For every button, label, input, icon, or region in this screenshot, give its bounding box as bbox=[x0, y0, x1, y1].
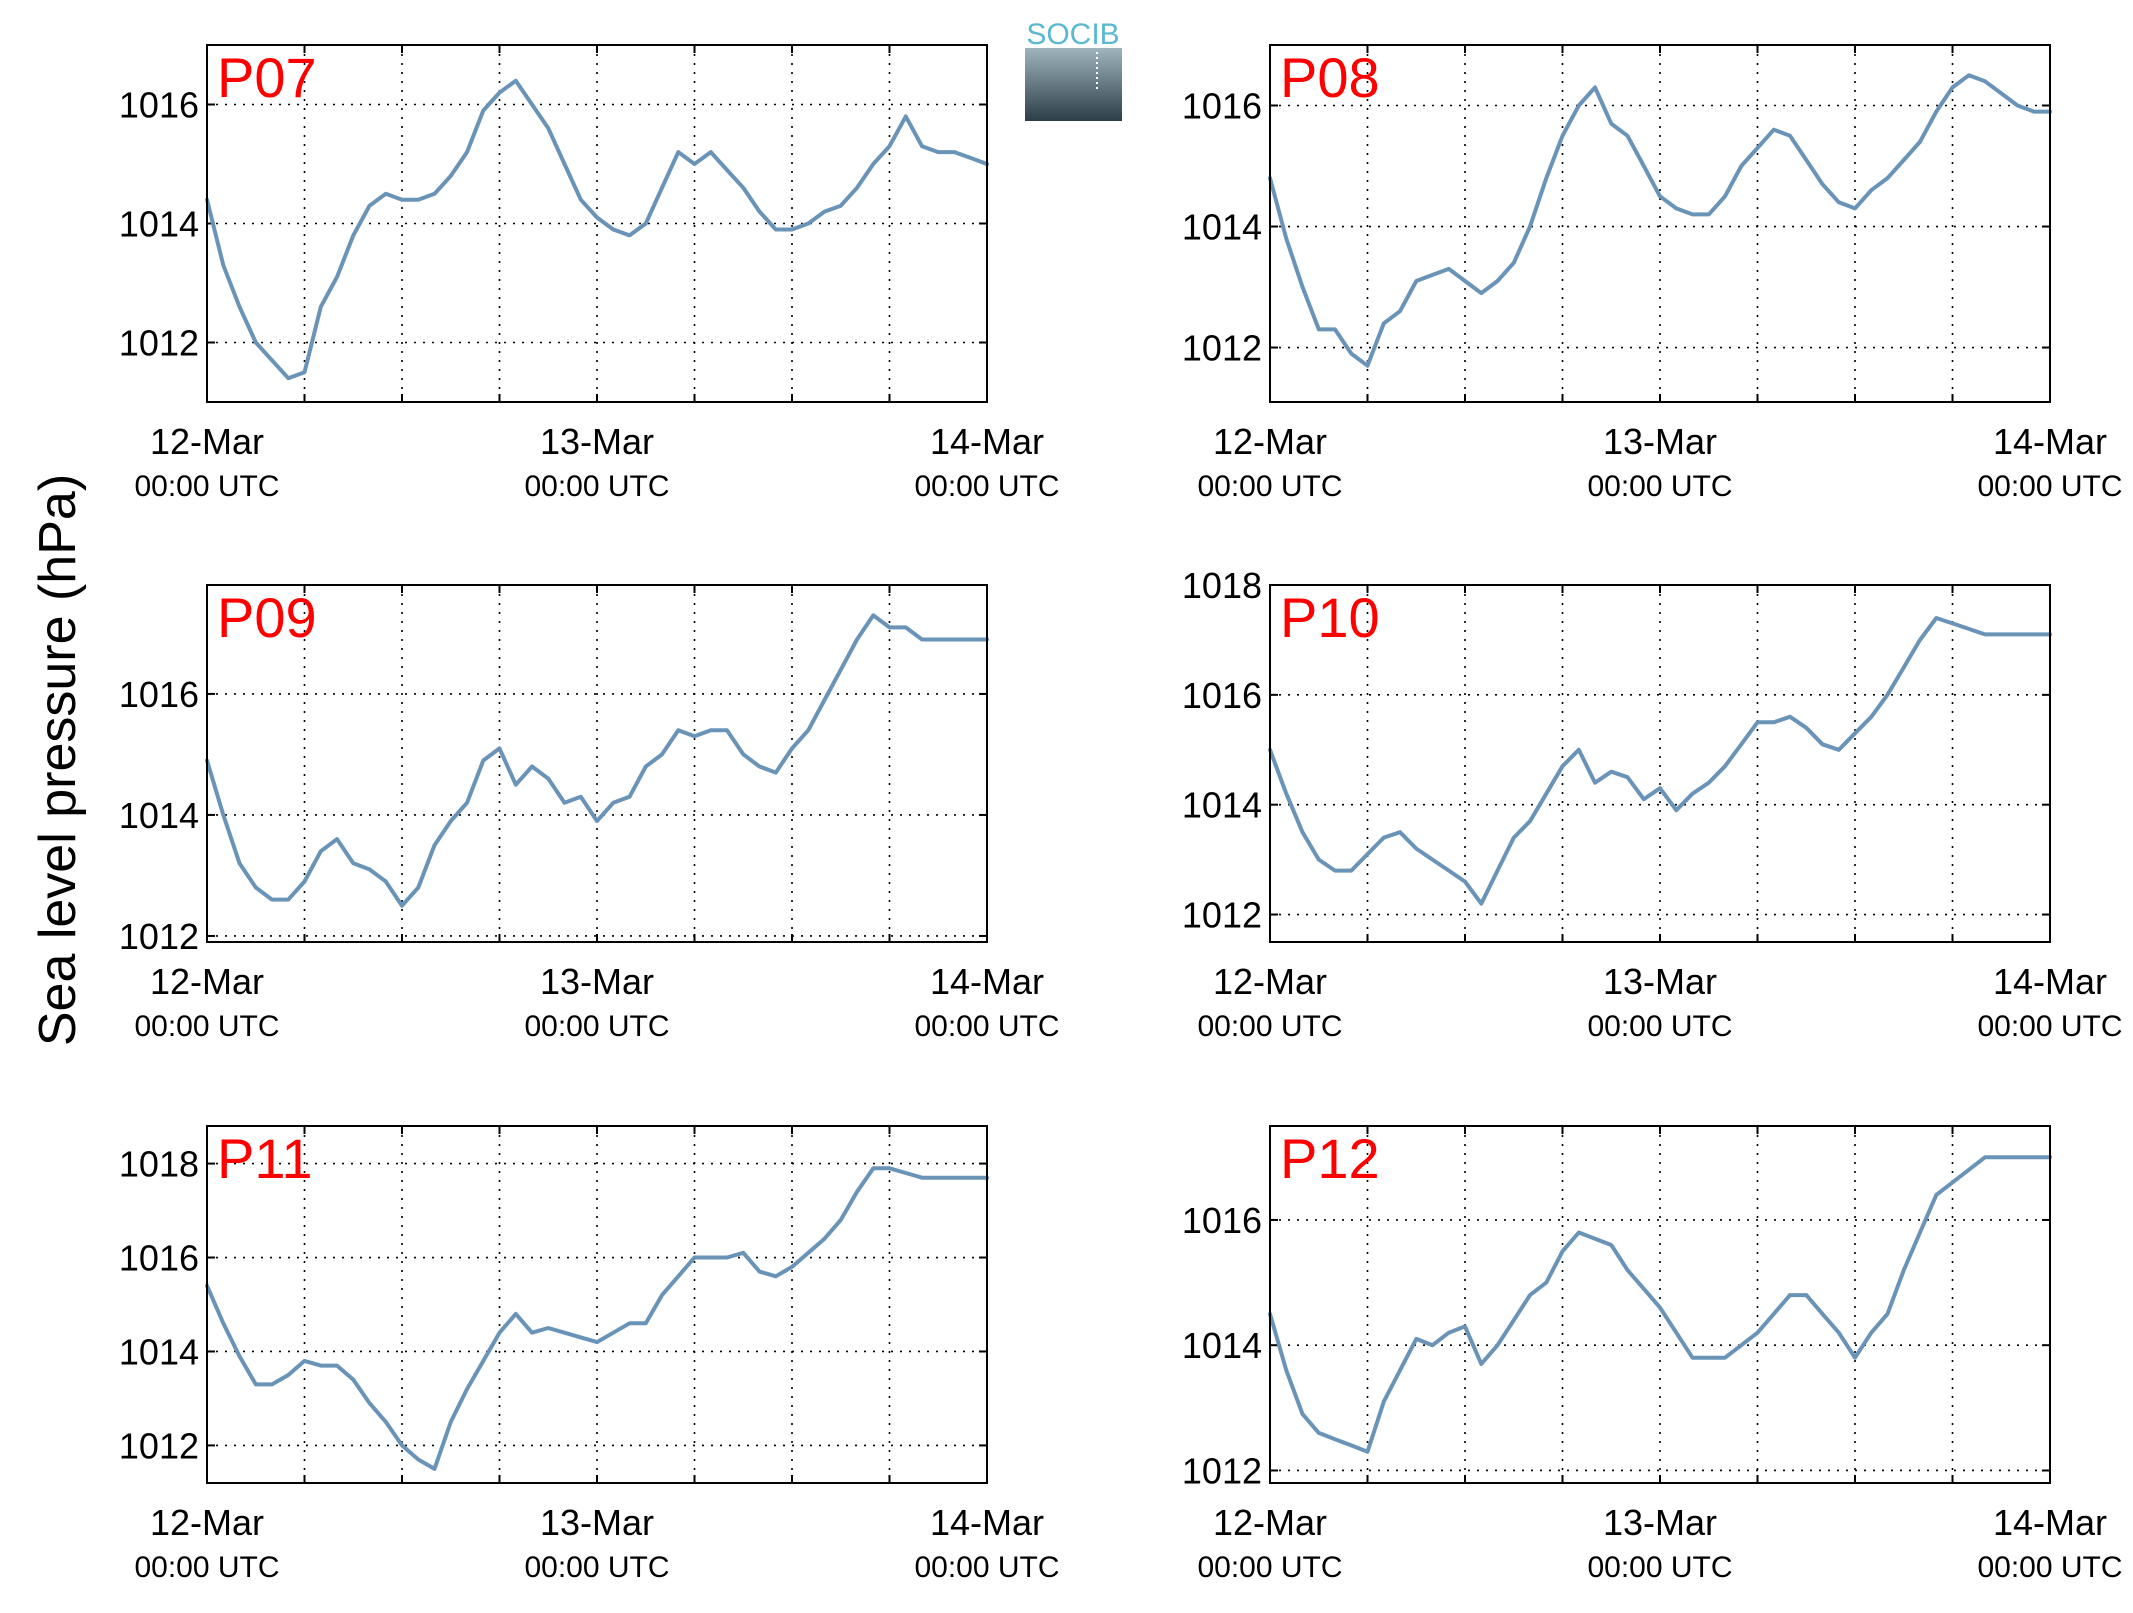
socib-logo-gradient bbox=[1025, 48, 1122, 121]
x-tick-sublabel: 00:00 UTC bbox=[1587, 470, 1732, 503]
y-tick-label: 1014 bbox=[1182, 785, 1262, 826]
x-tick-label: 12-Mar bbox=[1213, 421, 1327, 462]
x-tick-sublabel: 00:00 UTC bbox=[134, 1010, 279, 1043]
x-tick-label: 14-Mar bbox=[1993, 421, 2107, 462]
panels: 1012 1014 1016 12-Mar 00:00 UTC 13-Mar 00:00 U… bbox=[119, 44, 2123, 1584]
x-tick-sublabel: 00:00 UTC bbox=[524, 470, 669, 503]
x-tick-sublabel: 00:00 UTC bbox=[524, 1010, 669, 1043]
x-tick-sublabel: 00:00 UTC bbox=[1977, 1551, 2122, 1584]
y-tick-label: 1016 bbox=[119, 674, 199, 715]
x-tick-sublabel: 00:00 UTC bbox=[134, 1551, 279, 1584]
x-tick-sublabel: 00:00 UTC bbox=[1587, 1010, 1732, 1043]
x-tick-label: 12-Mar bbox=[150, 421, 264, 462]
x-tick-label: 13-Mar bbox=[540, 961, 654, 1002]
series-line-p08 bbox=[1268, 73, 2052, 368]
y-tick-label: 1014 bbox=[119, 204, 199, 245]
x-tick-sublabel: 00:00 UTC bbox=[1587, 1551, 1732, 1584]
y-tick-label: 1016 bbox=[1182, 1200, 1262, 1241]
x-tick-label: 13-Mar bbox=[540, 421, 654, 462]
y-tick-label: 1012 bbox=[1182, 328, 1262, 369]
axes-frame bbox=[1269, 1125, 2051, 1484]
y-tick-label: 1018 bbox=[119, 1144, 199, 1185]
panel-title-p12: P12 bbox=[1280, 1127, 1380, 1190]
y-tick-label: 1012 bbox=[1182, 1450, 1262, 1491]
y-tick-label: 1014 bbox=[1182, 207, 1262, 248]
y-tick-label: 1016 bbox=[1182, 86, 1262, 127]
y-tick-label: 1018 bbox=[1182, 565, 1262, 606]
panel-p08: 1012 1014 1016 12-Mar 00:00 UTC 13-Mar 00:00 U… bbox=[1182, 44, 2123, 503]
x-tick-sublabel: 00:00 UTC bbox=[914, 470, 1059, 503]
y-tick-label: 1012 bbox=[119, 1425, 199, 1466]
socib-logo: SOCIB bbox=[1025, 18, 1122, 121]
y-tick-label: 1014 bbox=[119, 795, 199, 836]
y-tick-label: 1016 bbox=[119, 85, 199, 126]
x-tick-label: 12-Mar bbox=[1213, 1502, 1327, 1543]
axes-frame bbox=[206, 1125, 988, 1484]
panel-title-p10: P10 bbox=[1280, 586, 1380, 649]
x-tick-sublabel: 00:00 UTC bbox=[1977, 470, 2122, 503]
x-tick-label: 13-Mar bbox=[1603, 961, 1717, 1002]
axes-frame bbox=[1269, 44, 2051, 403]
x-tick-label: 13-Mar bbox=[540, 1502, 654, 1543]
x-tick-label: 13-Mar bbox=[1603, 421, 1717, 462]
series-line-p10 bbox=[1268, 616, 2052, 906]
x-tick-label: 14-Mar bbox=[1993, 1502, 2107, 1543]
y-tick-label: 1012 bbox=[119, 916, 199, 957]
panel-title-p11: P11 bbox=[217, 1127, 312, 1190]
y-tick-label: 1012 bbox=[119, 323, 199, 364]
x-tick-label: 12-Mar bbox=[150, 1502, 264, 1543]
series-line-p09 bbox=[205, 613, 989, 908]
panel-title-p08: P08 bbox=[1280, 46, 1380, 109]
axes-frame bbox=[206, 44, 988, 403]
socib-logo-text: SOCIB bbox=[1026, 18, 1119, 51]
y-tick-label: 1012 bbox=[1182, 895, 1262, 936]
panel-p10: 1012 1014 1016 1018 12-Mar 00:00 UTC 13-Mar 00:… bbox=[1182, 565, 2123, 1043]
x-tick-sublabel: 00:00 UTC bbox=[914, 1551, 1059, 1584]
x-tick-label: 13-Mar bbox=[1603, 1502, 1717, 1543]
series-line-p11 bbox=[205, 1166, 989, 1471]
panel-p09: 1012 1014 1016 12-Mar 00:00 UTC 13-Mar 00:00 U… bbox=[119, 584, 1060, 1043]
panel-p11: 1012 1014 1016 1018 12-Mar 00:00 UTC 13-Mar 00:… bbox=[119, 1125, 1060, 1584]
x-tick-label: 12-Mar bbox=[1213, 961, 1327, 1002]
axes-frame bbox=[1269, 584, 2051, 943]
axes-frame bbox=[206, 584, 988, 943]
x-tick-label: 14-Mar bbox=[930, 421, 1044, 462]
series-line-p07 bbox=[205, 78, 989, 381]
x-tick-label: 14-Mar bbox=[1993, 961, 2107, 1002]
y-tick-label: 1014 bbox=[119, 1331, 199, 1372]
x-tick-sublabel: 00:00 UTC bbox=[1197, 1010, 1342, 1043]
y-tick-label: 1016 bbox=[119, 1238, 199, 1279]
x-tick-sublabel: 00:00 UTC bbox=[1197, 1551, 1342, 1584]
x-tick-sublabel: 00:00 UTC bbox=[914, 1010, 1059, 1043]
x-tick-label: 12-Mar bbox=[150, 961, 264, 1002]
x-tick-label: 14-Mar bbox=[930, 961, 1044, 1002]
panel-p12: 1012 1014 1016 12-Mar 00:00 UTC 13-Mar 00:00 U… bbox=[1182, 1125, 2123, 1584]
x-tick-label: 14-Mar bbox=[930, 1502, 1044, 1543]
x-tick-sublabel: 00:00 UTC bbox=[1977, 1010, 2122, 1043]
x-tick-sublabel: 00:00 UTC bbox=[134, 470, 279, 503]
x-tick-sublabel: 00:00 UTC bbox=[1197, 470, 1342, 503]
y-tick-label: 1016 bbox=[1182, 675, 1262, 716]
panel-title-p07: P07 bbox=[217, 46, 317, 109]
panel-p07: 1012 1014 1016 12-Mar 00:00 UTC 13-Mar 00:00 U… bbox=[119, 44, 1060, 503]
y-tick-label: 1014 bbox=[1182, 1325, 1262, 1366]
x-tick-sublabel: 00:00 UTC bbox=[524, 1551, 669, 1584]
figure-ylabel: Sea level pressure (hPa) bbox=[29, 474, 87, 1046]
panel-title-p09: P09 bbox=[217, 586, 317, 649]
series-line-p12 bbox=[1268, 1155, 2052, 1454]
